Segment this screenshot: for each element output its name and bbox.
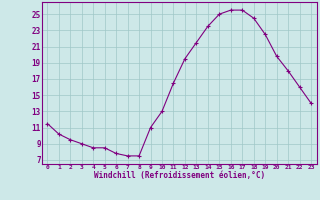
X-axis label: Windchill (Refroidissement éolien,°C): Windchill (Refroidissement éolien,°C) [94,171,265,180]
